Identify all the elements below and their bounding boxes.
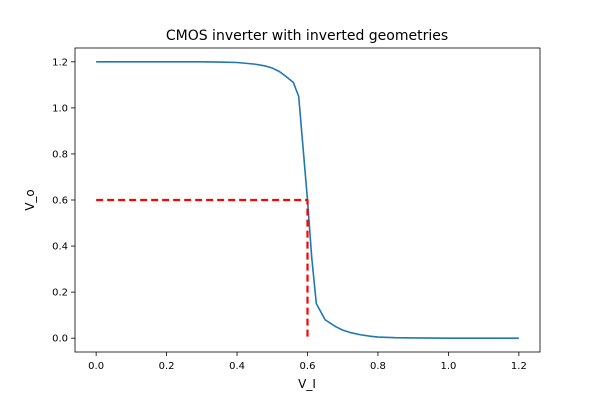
- reference-dashed-line: [96, 198, 309, 339]
- x-tick-label: 0.0: [88, 361, 104, 372]
- plot-area: [96, 61, 519, 339]
- x-tick-label: 0.8: [370, 361, 386, 372]
- y-tick-label: 0.0: [52, 334, 68, 345]
- chart-title: CMOS inverter with inverted geometries: [166, 28, 448, 44]
- x-tick-label: 1.0: [440, 361, 456, 372]
- y-tick-label: 0.8: [52, 149, 68, 160]
- x-tick-label: 0.2: [159, 361, 175, 372]
- x-axis: 0.0 0.2 0.4 0.6 0.8 1.0 1.2: [88, 352, 527, 372]
- y-tick-label: 1.0: [52, 103, 68, 114]
- x-tick-label: 1.2: [511, 361, 527, 372]
- x-axis-label: V_I: [298, 377, 316, 391]
- y-axis-label: V_o: [23, 189, 37, 211]
- y-axis: 0.0 0.2 0.4 0.6 0.8 1.0 1.2: [52, 57, 75, 345]
- y-tick-label: 0.4: [52, 242, 68, 253]
- x-tick-label: 0.6: [300, 361, 316, 372]
- y-tick-label: 1.2: [52, 57, 68, 68]
- x-tick-label: 0.4: [229, 361, 245, 372]
- y-tick-label: 0.2: [52, 288, 68, 299]
- y-tick-label: 0.6: [52, 196, 68, 207]
